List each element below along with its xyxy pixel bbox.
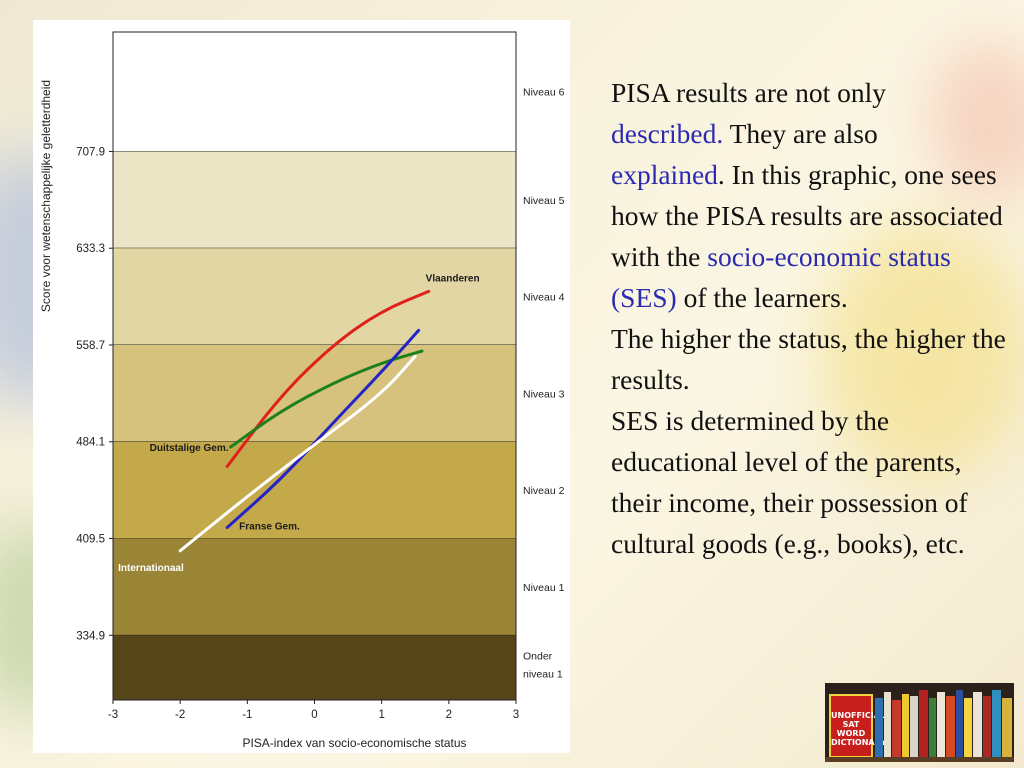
y-tick-label: 558.7 (76, 340, 105, 352)
explanation-text: PISA results are not only described. They… (611, 72, 1011, 564)
highlight-described: described. (611, 118, 724, 149)
level-band (113, 538, 516, 636)
book-spine (902, 694, 909, 758)
x-tick-label: -3 (108, 709, 118, 721)
highlight-explained: explained (611, 159, 718, 190)
book-spine (946, 696, 955, 758)
y-tick-label: 484.1 (76, 437, 105, 449)
level-label: niveau 1 (523, 668, 563, 680)
level-band (113, 248, 516, 345)
text-p1-e: . In this graphic, one sees how the PISA… (611, 159, 1003, 272)
y-tick-label: 334.9 (76, 630, 105, 642)
series-line-duitstalige (229, 349, 424, 449)
text-p1-g: of the learners. (676, 282, 848, 313)
y-tick-label: 633.3 (76, 243, 105, 255)
series-label-duitstalige: Duitstalige Gem. (150, 443, 229, 454)
book-spine (992, 690, 1001, 758)
level-label: Niveau 3 (523, 388, 565, 400)
level-band (113, 32, 516, 152)
book-spine (937, 692, 945, 758)
series-label-franse: Franse Gem. (239, 521, 300, 532)
series-label-vlaanderen: Vlaanderen (426, 273, 480, 284)
highlight-ses: socio-economic status (SES) (611, 241, 951, 313)
series-label-internationaal: Internationaal (118, 563, 184, 574)
book-spine (929, 698, 936, 758)
paragraph-2: The higher the status, the higher the re… (611, 323, 1006, 395)
book-spine (892, 700, 901, 758)
level-band (113, 441, 516, 539)
level-label: Niveau 6 (523, 87, 565, 99)
chart-panel: Niveau 6 Niveau 5 Niveau 4 Niveau 3 Niveau 2… (33, 20, 570, 753)
book-spine (983, 696, 991, 758)
y-tick-label: 409.5 (76, 534, 105, 546)
background-blob-red (930, 40, 1024, 200)
x-tick-label: 0 (311, 709, 317, 721)
x-tick-label: -1 (242, 709, 252, 721)
shelf (825, 757, 1014, 762)
x-tick-label: 3 (513, 709, 519, 721)
y-axis-title: Score voor wetenschappelijke geletterdhe… (39, 80, 53, 312)
book-spine (910, 696, 918, 758)
level-band (113, 151, 516, 249)
y-tick-label: 707.9 (76, 146, 105, 158)
level-label: Niveau 4 (523, 292, 565, 304)
level-label: Niveau 5 (523, 195, 565, 207)
paragraph-1: PISA results are not only described. They… (611, 72, 1011, 318)
chart: Niveau 6 Niveau 5 Niveau 4 Niveau 3 Niveau 2… (39, 31, 565, 750)
text-p1-a: PISA results are not only (611, 77, 886, 108)
dictionary-cover-title: UNOFFICIAL SAT WORD DICTIONARY (831, 711, 887, 747)
level-band (113, 635, 516, 700)
book-spine (973, 692, 982, 758)
book-spine (919, 690, 928, 758)
x-tick-label: 2 (446, 709, 452, 721)
x-axis-title: PISA-index van socio-economische status (242, 736, 466, 750)
text-p1-c: They are also (723, 118, 878, 149)
bookshelf-image: UNOFFICIAL SAT WORD DICTIONARY (825, 683, 1014, 762)
book-spine (956, 690, 963, 758)
background-blob-yellow (820, 220, 1024, 480)
series-line-internationaal (178, 354, 417, 553)
level-label: Niveau 2 (523, 485, 565, 497)
book-spine (884, 692, 891, 758)
paragraph-3: SES is determined by the educational lev… (611, 405, 968, 559)
x-tick-label: -2 (175, 709, 185, 721)
level-label: Onder (523, 650, 553, 662)
book-spine (1002, 698, 1012, 758)
series-line-franse (225, 328, 421, 529)
x-tick-label: 1 (378, 709, 384, 721)
book-spine (964, 698, 972, 758)
level-label: Niveau 1 (523, 582, 565, 594)
book-spine (875, 698, 883, 758)
